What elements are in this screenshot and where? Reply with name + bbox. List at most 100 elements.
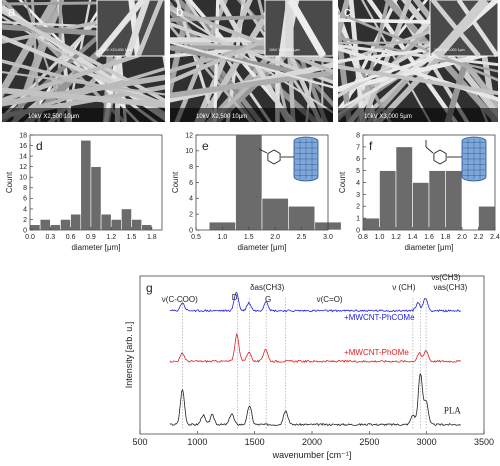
histogram-bar: [100, 213, 112, 231]
y-tick-label: 0: [189, 227, 193, 234]
sem-panel-b: 10kV X10,000 1μm 10kV X2,500 10μm b: [170, 0, 333, 122]
y-tick-label: 10: [185, 148, 193, 155]
y-tick-label: 12: [19, 164, 27, 171]
x-axis-label: diameter [μm]: [71, 243, 120, 252]
inset-info-text: 10kV X10,000 1μm: [269, 48, 300, 52]
spectrum-line: [169, 372, 461, 427]
fiber: [2, 87, 165, 108]
x-tick-label: 2000: [302, 437, 322, 447]
histogram-bar: [110, 219, 122, 231]
x-tick-label: 2.0: [270, 234, 280, 241]
peak-annotation: G: [265, 295, 271, 304]
y-tick-label: 8: [189, 164, 193, 171]
x-tick-label: 3500: [474, 437, 494, 447]
inset-fiber: [433, 0, 489, 60]
spectrum-line: [169, 292, 461, 313]
histogram-bar: [428, 170, 446, 231]
y-tick-label: 18: [19, 132, 27, 139]
sem-info-text: 10kV X2,500 10μm: [196, 114, 247, 120]
x-tick-label: 2500: [359, 437, 379, 447]
y-tick-label: 0: [356, 227, 360, 234]
fiber: [2, 0, 60, 99]
inset-info-text: 10kV X10,000 1μm: [101, 48, 132, 52]
x-tick-label: 1.8: [441, 234, 451, 241]
peak-annotation: νs(CH3): [431, 273, 461, 282]
histogram-bar: [235, 134, 263, 231]
x-tick-label: 1000: [187, 437, 207, 447]
x-tick-label: 1.4: [408, 234, 418, 241]
y-axis-label: Count: [338, 171, 347, 193]
y-tick-label: 4: [23, 206, 27, 213]
y-tick-label: 8: [23, 185, 27, 192]
y-tick-label: 10: [19, 175, 27, 182]
x-tick-label: 0.5: [191, 234, 201, 241]
inset-fibers: [430, 0, 498, 60]
spectrum-line: [169, 332, 461, 364]
histogram-bar: [131, 219, 142, 231]
benzene-ring-icon: [433, 149, 447, 165]
histogram-bar: [445, 170, 463, 231]
x-axis-label: wavenumber [cm⁻¹]: [272, 450, 352, 460]
histogram-bar: [288, 205, 316, 231]
inset-fibers: [278, 0, 327, 58]
y-tick-label: 5: [356, 168, 360, 175]
histogram-bar: [261, 198, 289, 231]
x-tick-label: 2.2: [474, 234, 484, 241]
histogram-f: 0.8 1.0 1.2 1.4 1.6 1.8 2.0 2.2 2.4 0 1 2 3 4 5 6 7 8 diam…: [338, 132, 500, 252]
nanotube-icon: [293, 136, 319, 182]
x-tick-label: 2.4: [490, 234, 500, 241]
inset-fiber: [456, 0, 498, 58]
histogram-bar: [70, 213, 82, 231]
y-tick-label: 0: [23, 227, 27, 234]
fiber: [170, 69, 333, 99]
x-tick-label: 1500: [245, 437, 265, 447]
panel-letter: e: [202, 139, 209, 153]
y-axis-label: Count: [5, 171, 14, 193]
histogram-d: 0.0 0.3 0.6 0.9 1.2 1.5 1.8 0 2 4 6 8 10 12 14 16 18 diam…: [5, 132, 163, 252]
peak-annotation: νas(CH3): [434, 283, 468, 292]
panel-letter: d: [36, 139, 43, 153]
x-tick-label: 1.2: [391, 234, 401, 241]
y-tick-label: 2: [23, 217, 27, 224]
series-label-phome: +MWCNT-PhOMe: [344, 348, 409, 357]
histogram-bar: [29, 224, 41, 231]
y-tick-label: 2: [189, 212, 193, 219]
nanotube-icon: [461, 136, 487, 182]
x-tick-label: 3000: [417, 437, 437, 447]
peak-annotation: ν(C-COO): [162, 295, 198, 304]
x-tick-label: 1.0: [218, 234, 228, 241]
peak-annotation: D: [232, 293, 238, 302]
fiber: [170, 37, 333, 64]
histogram-bar: [395, 146, 413, 231]
histogram-bar: [80, 139, 92, 231]
sem-info-text: 10kV X3,000 5μm: [364, 114, 412, 120]
y-tick-label: 4: [189, 196, 193, 203]
peak-annotation: ν (CH): [392, 283, 415, 292]
x-tick-label: 1.2: [106, 234, 116, 241]
x-tick-label: 0.6: [66, 234, 76, 241]
fiber: [338, 0, 351, 46]
spectra-chart: 500 1000 1500 2000 2500 3000 3500 wavenumber [c…: [124, 273, 494, 460]
panel-letter: a: [8, 4, 16, 19]
x-axis-label: diameter [μm]: [404, 243, 453, 252]
fiber: [170, 41, 333, 89]
x-tick-label: 3.0: [323, 234, 333, 241]
peak-annotation: ν(C=O): [317, 295, 343, 304]
x-tick-label: 0.0: [25, 234, 35, 241]
histogram-bar: [478, 205, 496, 231]
info-bar: [338, 108, 498, 122]
info-bar: [170, 108, 333, 122]
histogram-bar: [362, 217, 380, 231]
x-axis-label: diameter [μm]: [237, 243, 286, 252]
histogram-bar: [412, 182, 430, 231]
histogram-bar: [141, 224, 153, 231]
histogram-bar: [39, 219, 51, 231]
y-tick-label: 7: [356, 144, 360, 151]
sem-info-text: 10kV X2,500 10μm: [28, 114, 79, 120]
fiber: [2, 74, 165, 107]
x-tick-label: 500: [132, 437, 147, 447]
y-tick-label: 6: [356, 156, 360, 163]
peak-annotation: δas(CH3): [250, 283, 285, 292]
